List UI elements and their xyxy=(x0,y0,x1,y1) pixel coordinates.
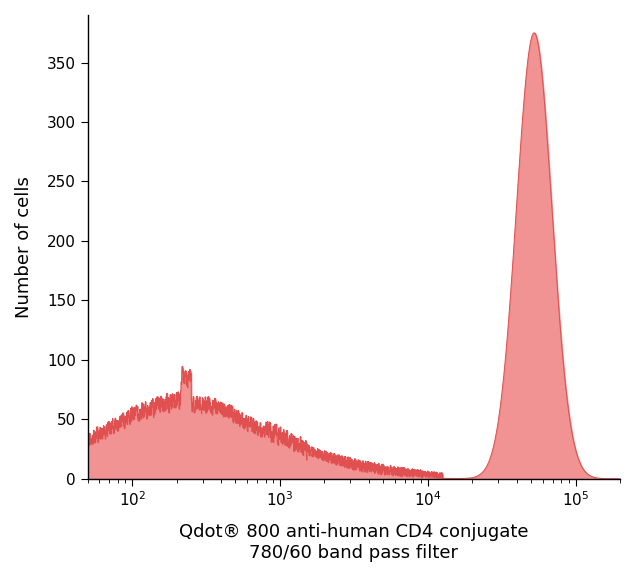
Y-axis label: Number of cells: Number of cells xyxy=(15,176,33,318)
X-axis label: Qdot® 800 anti-human CD4 conjugate
780/60 band pass filter: Qdot® 800 anti-human CD4 conjugate 780/6… xyxy=(179,523,528,562)
